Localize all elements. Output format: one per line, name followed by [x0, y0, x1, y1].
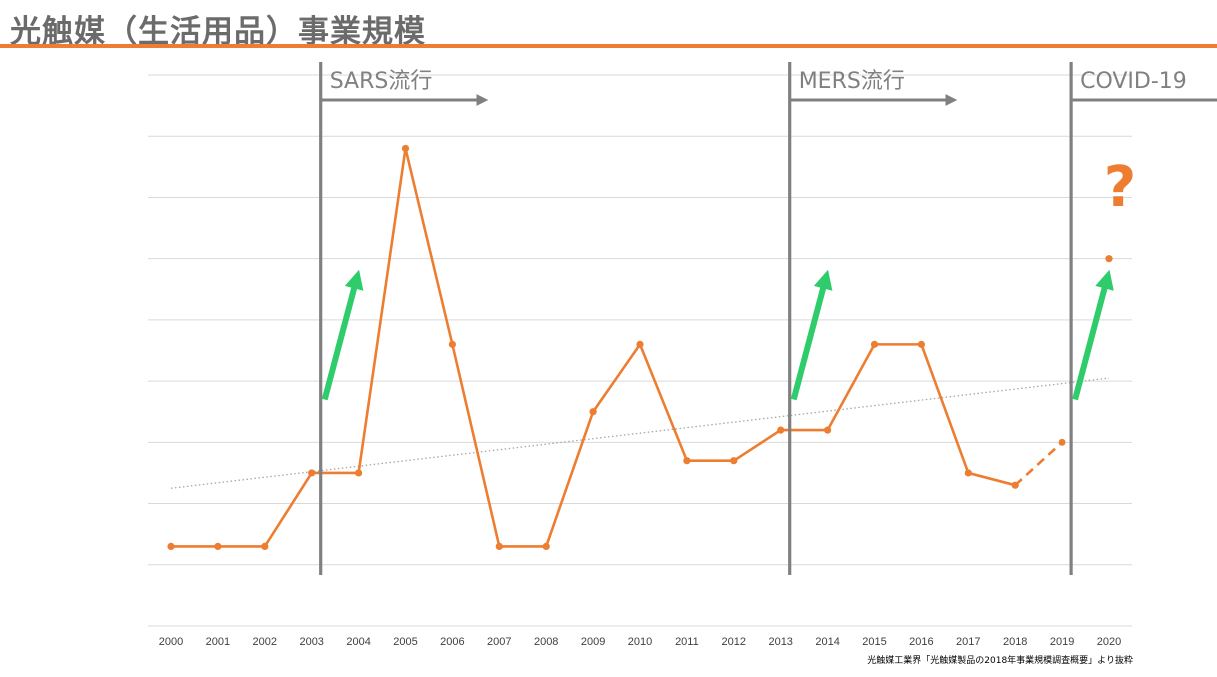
x-tick-label: 2019 [1050, 636, 1074, 648]
source-note: 光触媒工業界「光触媒製品の2018年事業規模調査概要」より抜粋 [867, 656, 1133, 666]
x-tick-label: 2010 [628, 636, 652, 648]
x-tick-label: 2015 [862, 636, 886, 648]
x-tick-label: 2017 [956, 636, 980, 648]
data-point [777, 426, 785, 434]
data-point [308, 469, 316, 477]
x-tick-label: 2011 [675, 636, 699, 648]
data-point [448, 340, 456, 348]
data-point [964, 469, 972, 477]
x-tick-label: 2013 [768, 636, 792, 648]
x-tick-label: 2014 [815, 636, 839, 648]
data-point [214, 542, 222, 551]
trendline [170, 377, 1110, 489]
event-label: SARS流行 [330, 69, 433, 94]
data-point [355, 469, 363, 477]
data-point [542, 542, 550, 551]
data-point [824, 426, 832, 434]
series-line-dashed [1014, 441, 1063, 487]
x-tick-label: 2009 [581, 636, 605, 648]
data-point [870, 340, 879, 348]
data-point [261, 542, 269, 551]
event-label: COVID-19 [1080, 69, 1187, 94]
growth-arrow [790, 269, 833, 401]
data-point [1105, 255, 1113, 263]
event-label: MERS流行 [799, 69, 905, 94]
data-point [917, 340, 926, 348]
x-tick-label: 2000 [159, 636, 183, 648]
x-tick-label: 2018 [1003, 636, 1027, 648]
x-tick-label: 2002 [253, 636, 277, 648]
data-point [683, 457, 691, 465]
data-point [495, 542, 503, 551]
data-point [167, 542, 175, 551]
x-tick-label: 2008 [534, 636, 558, 648]
growth-arrow [1072, 269, 1114, 401]
question-mark: ? [1104, 155, 1136, 220]
x-tick-label: 2001 [206, 636, 230, 648]
data-point [730, 457, 738, 465]
data-point [589, 408, 597, 416]
x-tick-label: 2005 [393, 636, 417, 648]
x-tick-label: 2004 [346, 636, 370, 648]
x-tick-label: 2006 [440, 636, 464, 648]
title-underline [0, 44, 1217, 48]
data-point [1058, 438, 1066, 446]
x-tick-label: 2012 [722, 636, 746, 648]
series-line [171, 147, 1016, 548]
growth-arrow [321, 269, 364, 401]
x-tick-label: 2020 [1097, 636, 1121, 648]
x-tick-label: 2007 [487, 636, 511, 648]
data-point [636, 340, 644, 348]
x-tick-label: 2016 [909, 636, 933, 648]
data-point [401, 144, 410, 153]
x-tick-label: 2003 [299, 636, 323, 648]
